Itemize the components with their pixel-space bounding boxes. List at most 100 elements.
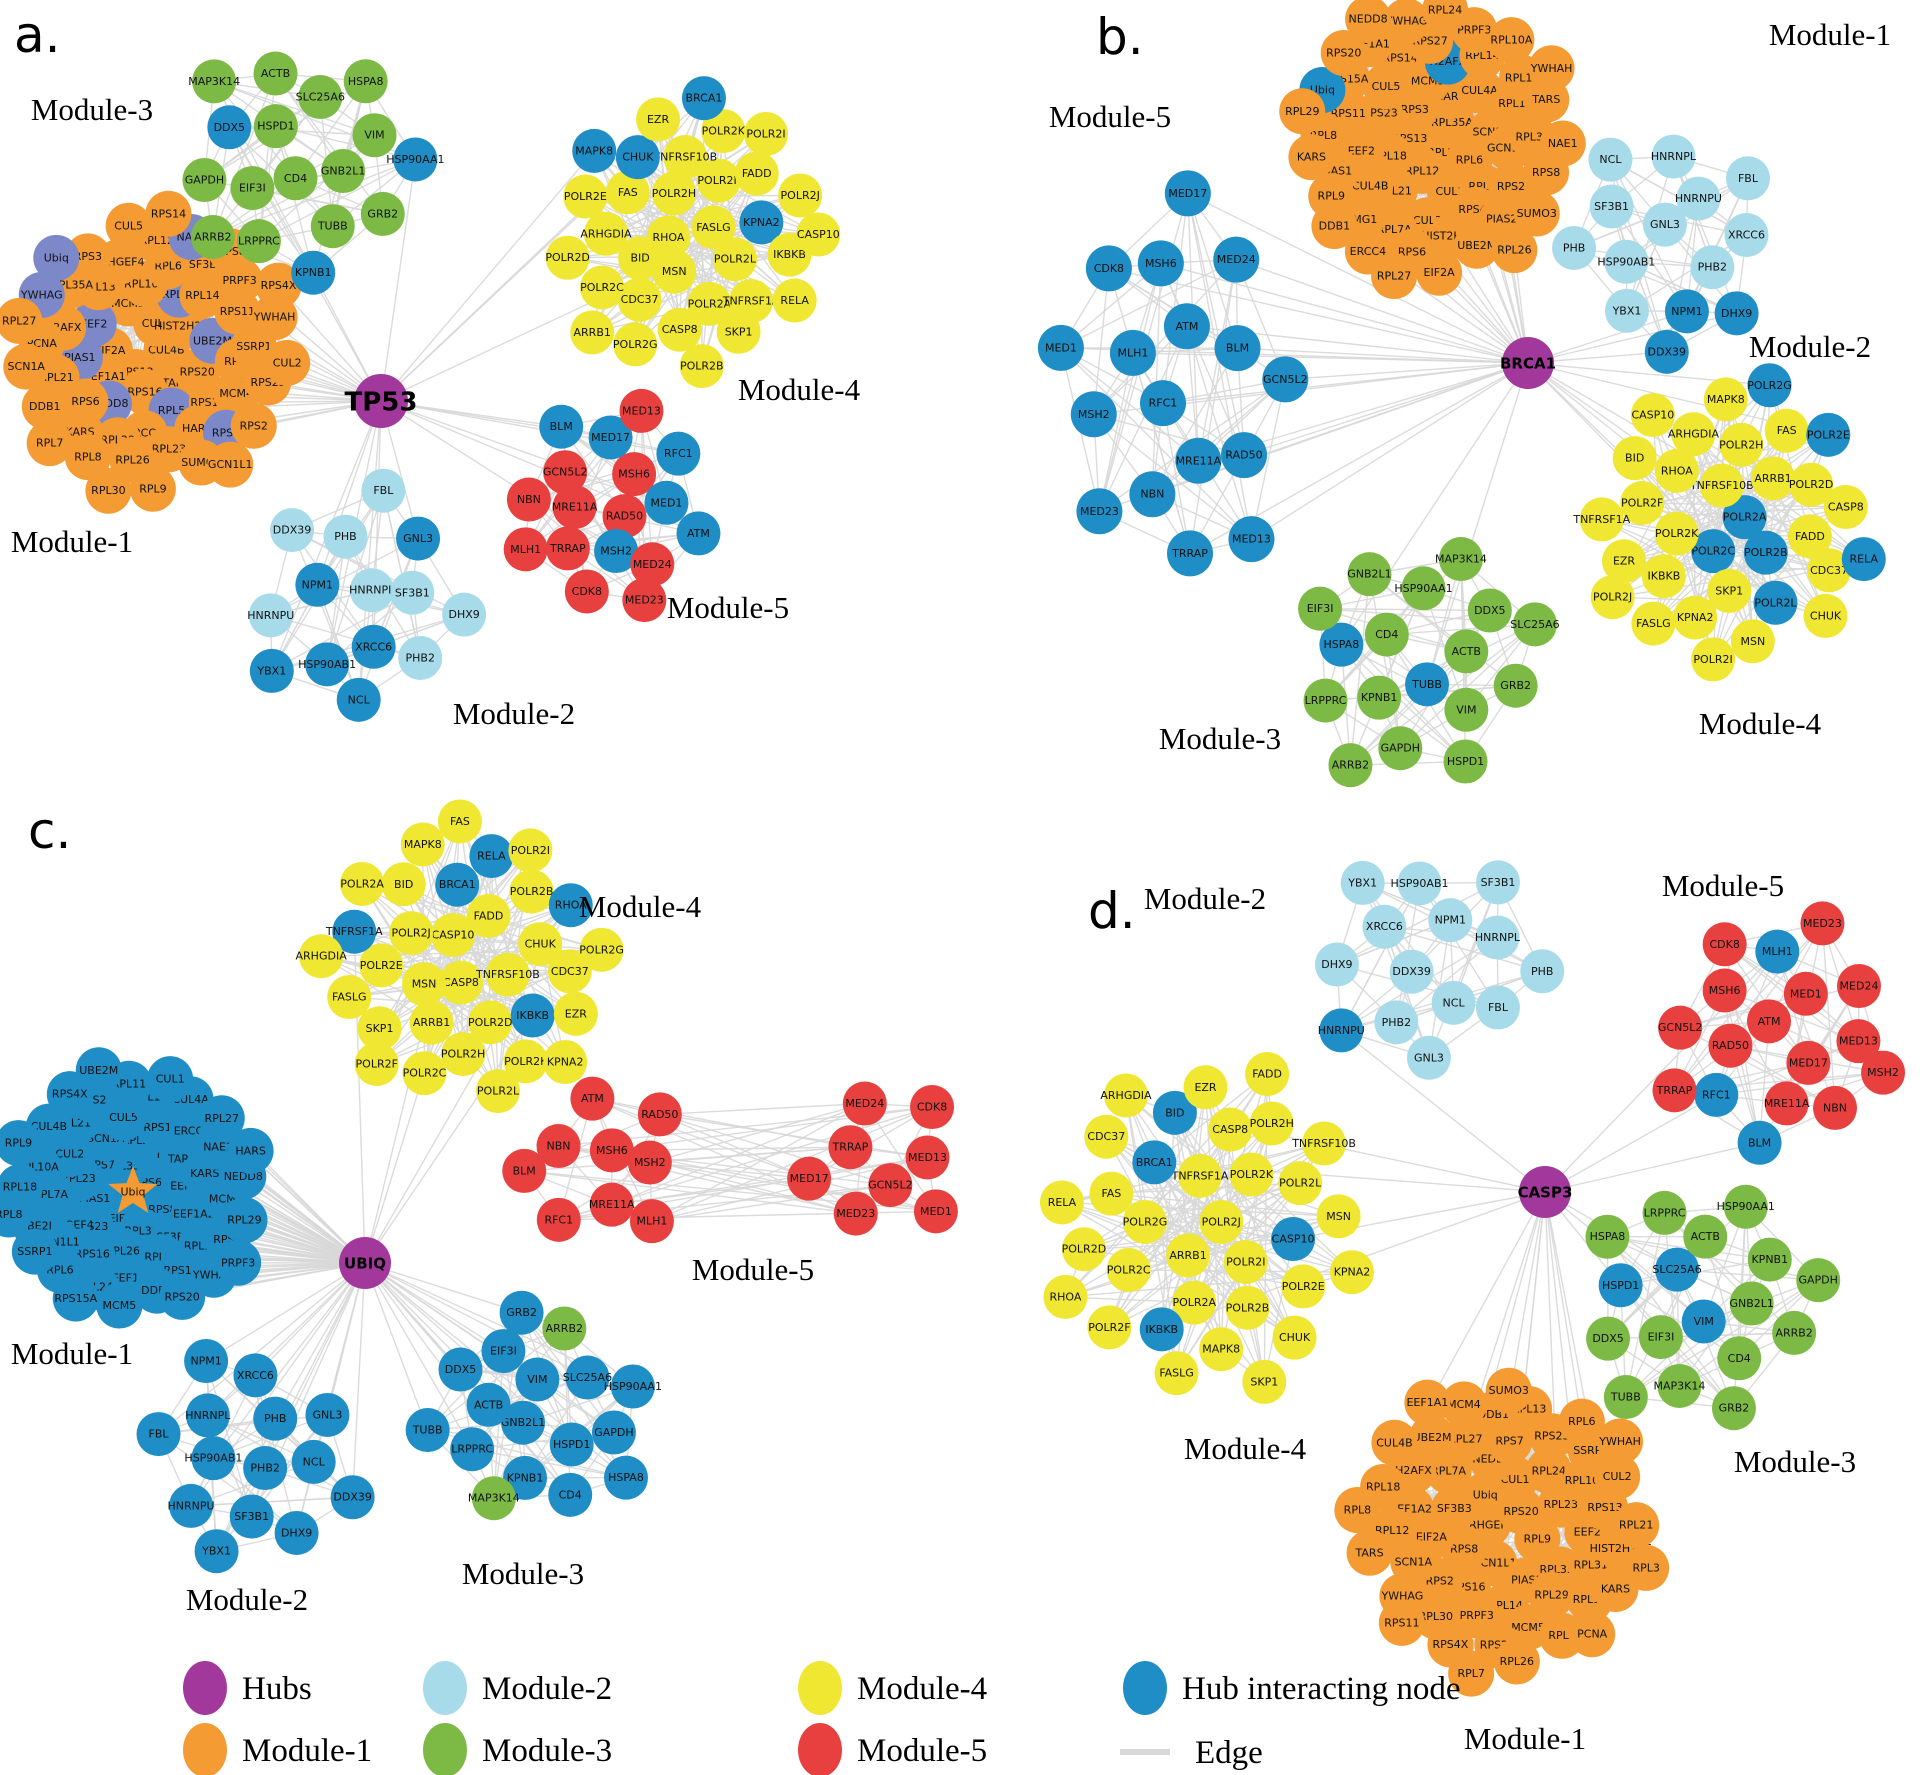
node-circle[interactable] bbox=[1671, 412, 1716, 457]
node-MED23[interactable]: MED23 bbox=[1800, 901, 1845, 946]
node-circle[interactable] bbox=[630, 542, 675, 587]
node-GCN5L2[interactable]: GCN5L2 bbox=[1262, 356, 1309, 403]
node-circle[interactable] bbox=[1764, 1081, 1809, 1126]
node-circle[interactable] bbox=[1199, 1199, 1244, 1244]
node-DHX9[interactable]: DHX9 bbox=[1314, 942, 1359, 987]
hub-circle[interactable] bbox=[1502, 337, 1554, 389]
node-circle[interactable] bbox=[264, 339, 311, 386]
node-circle[interactable] bbox=[1139, 1307, 1184, 1352]
node-FBL[interactable]: FBL bbox=[1475, 985, 1520, 1030]
node-FADD[interactable]: FADD bbox=[466, 893, 511, 938]
node-circle[interactable] bbox=[229, 1494, 274, 1539]
node-SCN1A[interactable]: SCN1A bbox=[3, 343, 50, 390]
node-circle[interactable] bbox=[627, 1140, 672, 1185]
node-HSPD1[interactable]: HSPD1 bbox=[1443, 739, 1488, 784]
node-ACTB[interactable]: ACTB bbox=[466, 1382, 511, 1427]
node-MAPK8[interactable]: MAPK8 bbox=[400, 822, 445, 867]
hub-circle[interactable] bbox=[1519, 1166, 1571, 1218]
node-circle[interactable] bbox=[543, 1040, 588, 1085]
node-circle[interactable] bbox=[75, 1047, 122, 1094]
node-circle[interactable] bbox=[1357, 675, 1402, 720]
node-IKBKB[interactable]: IKBKB bbox=[1641, 554, 1686, 599]
node-circle[interactable] bbox=[305, 642, 350, 687]
node-POLR2E[interactable]: POLR2E bbox=[1281, 1264, 1326, 1309]
node-circle[interactable] bbox=[1467, 588, 1512, 633]
node-NCL[interactable]: NCL bbox=[1588, 137, 1633, 182]
node-circle[interactable] bbox=[1520, 949, 1565, 994]
node-circle[interactable] bbox=[389, 911, 434, 956]
node-MAPK8[interactable]: MAPK8 bbox=[1199, 1327, 1244, 1372]
node-POLR2B[interactable]: POLR2B bbox=[1743, 530, 1788, 575]
node-GNL3[interactable]: GNL3 bbox=[396, 516, 441, 561]
node-YBX1[interactable]: YBX1 bbox=[249, 648, 294, 693]
node-circle[interactable] bbox=[565, 1355, 610, 1400]
node-circle[interactable] bbox=[1730, 619, 1775, 664]
node-circle[interactable] bbox=[442, 592, 487, 637]
node-circle[interactable] bbox=[1651, 134, 1696, 179]
node-RPL26[interactable]: RPL26 bbox=[1491, 227, 1538, 274]
node-circle[interactable] bbox=[657, 307, 702, 352]
node-HSPD1[interactable]: HSPD1 bbox=[253, 104, 298, 149]
node-circle[interactable] bbox=[1783, 971, 1828, 1016]
node-circle[interactable] bbox=[1800, 901, 1845, 946]
node-CUL1[interactable]: CUL1 bbox=[147, 1056, 194, 1103]
node-POLR2A[interactable]: POLR2A bbox=[340, 861, 384, 906]
node-circle[interactable] bbox=[1703, 377, 1748, 422]
node-CASP10[interactable]: CASP10 bbox=[1630, 393, 1675, 438]
node-KPNB1[interactable]: KPNB1 bbox=[291, 250, 336, 295]
node-circle[interactable] bbox=[564, 569, 609, 614]
node-RPL7[interactable]: RPL7 bbox=[26, 420, 73, 467]
node-circle[interactable] bbox=[1132, 1140, 1177, 1185]
node-BID[interactable]: BID bbox=[1612, 436, 1657, 481]
node-RAD50[interactable]: RAD50 bbox=[637, 1092, 682, 1137]
node-circle[interactable] bbox=[1654, 448, 1699, 493]
node-RPL21[interactable]: RPL21 bbox=[1613, 1502, 1660, 1549]
node-POLR2B[interactable]: POLR2B bbox=[509, 869, 554, 914]
node-circle[interactable] bbox=[1453, 222, 1500, 269]
node-circle[interactable] bbox=[105, 202, 152, 249]
node-RPL10A[interactable]: RPL10A bbox=[1488, 17, 1535, 64]
node-RPL3[interactable]: RPL3 bbox=[1623, 1544, 1670, 1591]
node-circle[interactable] bbox=[1658, 1005, 1703, 1050]
node-circle[interactable] bbox=[536, 1197, 581, 1242]
node-circle[interactable] bbox=[1630, 393, 1675, 438]
node-KPNA2[interactable]: KPNA2 bbox=[1330, 1250, 1375, 1295]
node-circle[interactable] bbox=[579, 265, 624, 310]
node-TRRAP[interactable]: TRRAP bbox=[545, 526, 590, 571]
node-MLH1[interactable]: MLH1 bbox=[503, 527, 548, 572]
node-circle[interactable] bbox=[605, 170, 650, 215]
node-circle[interactable] bbox=[1631, 601, 1676, 646]
node-circle[interactable] bbox=[1604, 239, 1649, 284]
node-EIF3I[interactable]: EIF3I bbox=[1638, 1315, 1683, 1360]
node-circle[interactable] bbox=[515, 1357, 560, 1402]
node-circle[interactable] bbox=[1288, 134, 1335, 181]
node-circle[interactable] bbox=[1262, 356, 1309, 403]
node-circle[interactable] bbox=[398, 635, 443, 680]
node-circle[interactable] bbox=[1199, 1327, 1244, 1372]
node-circle[interactable] bbox=[545, 235, 590, 280]
node-CDC37[interactable]: CDC37 bbox=[1084, 1114, 1129, 1159]
node-HSPA8[interactable]: HSPA8 bbox=[603, 1455, 648, 1500]
node-XRCC6[interactable]: XRCC6 bbox=[351, 624, 396, 669]
node-BLM[interactable]: BLM bbox=[1214, 325, 1261, 372]
node-ACTB[interactable]: ACTB bbox=[253, 51, 298, 96]
node-circle[interactable] bbox=[169, 1483, 214, 1528]
node-DHX9[interactable]: DHX9 bbox=[274, 1510, 319, 1555]
node-circle[interactable] bbox=[594, 529, 639, 574]
node-circle[interactable] bbox=[471, 1476, 516, 1521]
node-PCNA[interactable]: PCNA bbox=[1569, 1611, 1616, 1658]
node-NPM1[interactable]: NPM1 bbox=[295, 562, 340, 607]
node-RPL27[interactable]: RPL27 bbox=[1371, 253, 1418, 300]
node-LRPPRC[interactable]: LRPPRC bbox=[236, 219, 281, 264]
node-circle[interactable] bbox=[1401, 566, 1446, 611]
node-circle[interactable] bbox=[743, 111, 788, 156]
node-circle[interactable] bbox=[1747, 363, 1792, 408]
node-circle[interactable] bbox=[676, 511, 721, 556]
node-circle[interactable] bbox=[1214, 325, 1261, 372]
node-CD4[interactable]: CD4 bbox=[548, 1472, 593, 1517]
node-circle[interactable] bbox=[589, 1182, 634, 1227]
node-circle[interactable] bbox=[323, 514, 368, 559]
node-MRE11A[interactable]: MRE11A bbox=[1175, 437, 1222, 484]
node-circle[interactable] bbox=[1512, 602, 1557, 647]
node-CASP8[interactable]: CASP8 bbox=[1208, 1107, 1253, 1152]
